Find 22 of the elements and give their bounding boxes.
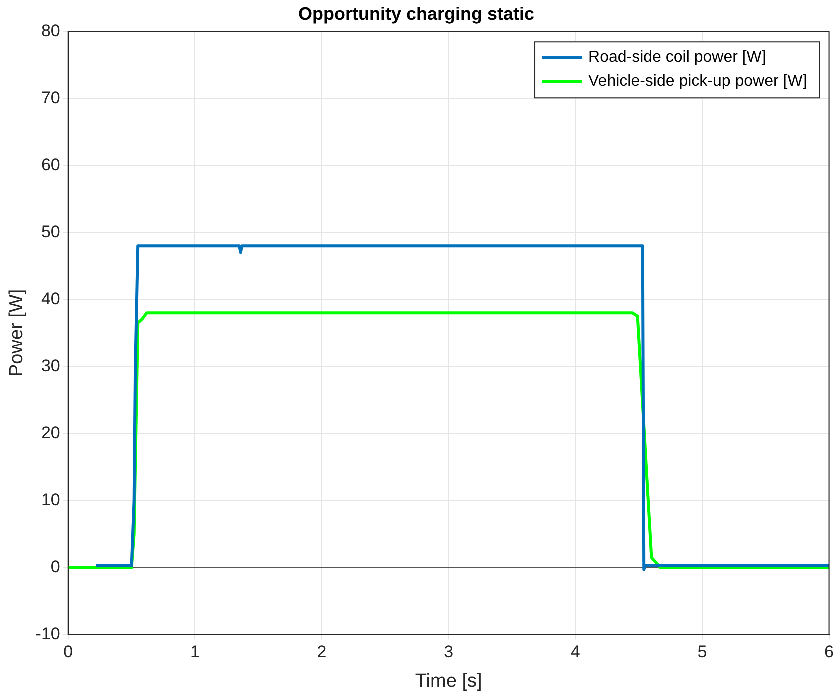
y-axis-title: Power [W] — [6, 289, 28, 378]
y-tick-label: 80 — [41, 21, 60, 40]
y-tick-label: 20 — [41, 423, 60, 442]
x-tick-label: 4 — [570, 642, 580, 662]
x-tick-label: 0 — [64, 642, 74, 662]
y-tick-label: 60 — [41, 155, 60, 174]
y-tick-label: 0 — [50, 557, 60, 576]
x-tick-label: 2 — [317, 642, 327, 662]
y-tick-label: -10 — [36, 624, 60, 644]
x-axis-title: Time [s] — [415, 670, 482, 692]
legend-label: Vehicle-side pick-up power [W] — [588, 73, 808, 90]
y-tick-label: 50 — [41, 222, 60, 242]
y-tick-label: 40 — [41, 289, 60, 308]
legend-label: Road-side coil power [W] — [588, 49, 766, 66]
chart-title: Opportunity charging static — [298, 4, 535, 24]
x-tick-label: 3 — [444, 642, 454, 662]
y-tick-label: 10 — [41, 490, 60, 510]
y-tick-label: 30 — [41, 356, 60, 376]
x-tick-label: 5 — [698, 642, 708, 662]
x-tick-label: 6 — [824, 642, 834, 662]
y-tick-label: 70 — [41, 88, 60, 108]
x-tick-label: 1 — [190, 642, 200, 662]
